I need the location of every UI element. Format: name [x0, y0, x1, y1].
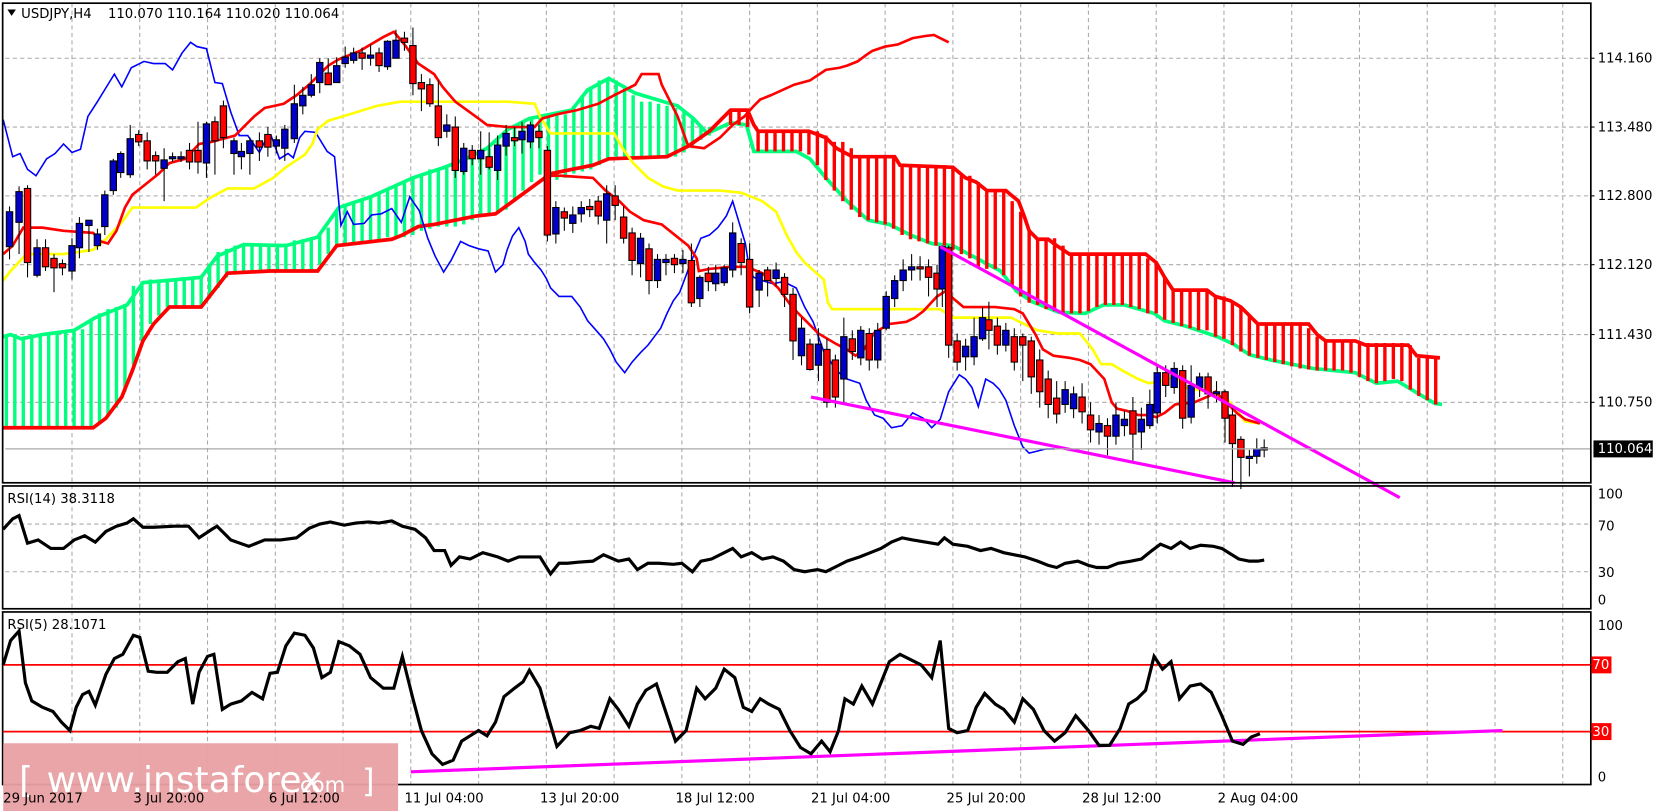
time-label: 28 Jul 12:00 [1082, 792, 1161, 807]
rsi14-line [1, 513, 1265, 577]
upper-wedge-trendline[interactable] [939, 245, 1401, 500]
rsi5-tick: 100 [1598, 619, 1623, 634]
lower-wedge-trendline[interactable] [810, 395, 1235, 485]
price-tick: 111.430 [1598, 328, 1653, 343]
time-label: 25 Jul 20:00 [947, 792, 1026, 807]
rsi5-level-label: 30 [1592, 725, 1609, 740]
ohlc-values: 110.070 110.164 110.020 110.064 [108, 7, 339, 22]
watermark-suffix: .com [293, 772, 345, 797]
price-axis: 114.160 113.480 112.800 112.120 111.430 … [1590, 51, 1653, 458]
watermark-bracket: [ [19, 760, 33, 801]
kumo-bearish [728, 109, 1438, 405]
time-label: 6 Jul 12:00 [269, 792, 340, 807]
rsi14-tick: 0 [1598, 594, 1606, 609]
time-label: 29 Jun 2017 [3, 792, 83, 807]
rsi5-level-label: 70 [1592, 658, 1609, 673]
main-grid [5, 57, 1591, 403]
watermark-text: www.instaforex [47, 760, 323, 801]
main-panel-border [1, 2, 1592, 484]
rsi5-level-30-badge [1591, 723, 1612, 741]
kumo-bullish [4, 78, 712, 427]
rsi5-tick: 0 [1598, 770, 1606, 785]
price-tick: 113.480 [1598, 120, 1653, 135]
tenkan-sen-line [2, 30, 950, 256]
senkou-span-a-line [2, 76, 1443, 407]
chikou-span-line [2, 41, 1055, 455]
time-label: 3 Jul 20:00 [133, 792, 204, 807]
price-tick: 112.800 [1598, 189, 1653, 204]
rsi5-line [1, 627, 1261, 767]
kijun-sen-line [2, 100, 1261, 425]
rsi14-panel: RSI(14) 38.3118 70 100 30 0 [1, 485, 1623, 610]
time-label: 13 Jul 20:00 [540, 792, 619, 807]
rsi5-support-trendline[interactable] [410, 728, 1503, 774]
time-label: 18 Jul 12:00 [676, 792, 755, 807]
candlesticks [5, 27, 1268, 490]
rsi14-label: RSI(14) 38.3118 [7, 492, 114, 507]
rsi5-level-70-badge [1591, 656, 1612, 674]
rsi5-panel: RSI(5) 28.1071 100 70 30 0 [1, 611, 1623, 786]
price-tick: 112.120 [1598, 258, 1653, 273]
time-label: 11 Jul 04:00 [404, 792, 483, 807]
symbol-label: USDJPY,H4 [21, 7, 91, 22]
chart-header: USDJPY,H4 110.070 110.164 110.020 110.06… [7, 7, 339, 22]
rsi5-label: RSI(5) 28.1071 [7, 618, 106, 633]
rsi14-tick: 30 [1598, 566, 1615, 581]
watermark-bracket: ] [362, 764, 374, 800]
current-price-badge [1593, 440, 1653, 458]
rsi14-tick: 100 [1598, 488, 1623, 503]
price-tick: 114.160 [1598, 51, 1653, 66]
time-axis: 29 Jun 2017 3 Jul 20:00 6 Jul 12:00 11 J… [3, 792, 1298, 807]
triangle-down-icon[interactable] [7, 9, 16, 16]
senkou-span-b-line [3, 108, 1441, 430]
rsi14-tick: 70 [1598, 519, 1615, 534]
price-tick: 110.750 [1598, 396, 1653, 411]
current-price-label: 110.064 [1598, 442, 1653, 457]
time-label: 21 Jul 04:00 [811, 792, 890, 807]
time-label: 2 Aug 04:00 [1218, 792, 1299, 807]
instaforex-watermark: [ www.instaforex .com ] [3, 743, 399, 811]
